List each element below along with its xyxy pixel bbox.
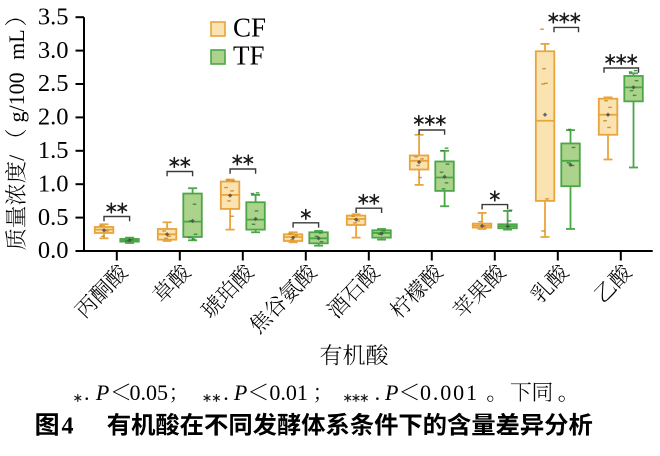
svg-text:g/100: g/100 <box>4 72 29 122</box>
svg-text:.: . <box>84 380 90 405</box>
svg-text:1.5: 1.5 <box>38 137 69 164</box>
svg-text:0.05: 0.05 <box>130 380 169 405</box>
svg-text:.: . <box>223 380 229 405</box>
svg-text:P: P <box>95 380 109 405</box>
svg-text:2.0: 2.0 <box>38 104 69 131</box>
svg-text:0.001: 0.001 <box>420 380 477 405</box>
svg-text:P: P <box>233 380 247 405</box>
svg-text:3.0: 3.0 <box>38 37 69 64</box>
svg-text:0.0: 0.0 <box>38 237 69 264</box>
svg-text:2.5: 2.5 <box>38 70 69 97</box>
svg-text:/: / <box>4 154 29 161</box>
svg-text:3.5: 3.5 <box>38 3 69 30</box>
svg-text:.: . <box>375 380 381 405</box>
svg-text:1.0: 1.0 <box>38 170 69 197</box>
svg-text:4: 4 <box>62 414 74 440</box>
svg-text:P: P <box>384 380 398 405</box>
svg-text:0.01: 0.01 <box>269 380 308 405</box>
svg-text:TF: TF <box>233 41 265 71</box>
svg-text:mL: mL <box>4 29 29 60</box>
svg-text:0.5: 0.5 <box>38 204 69 231</box>
svg-text:CF: CF <box>233 13 266 43</box>
